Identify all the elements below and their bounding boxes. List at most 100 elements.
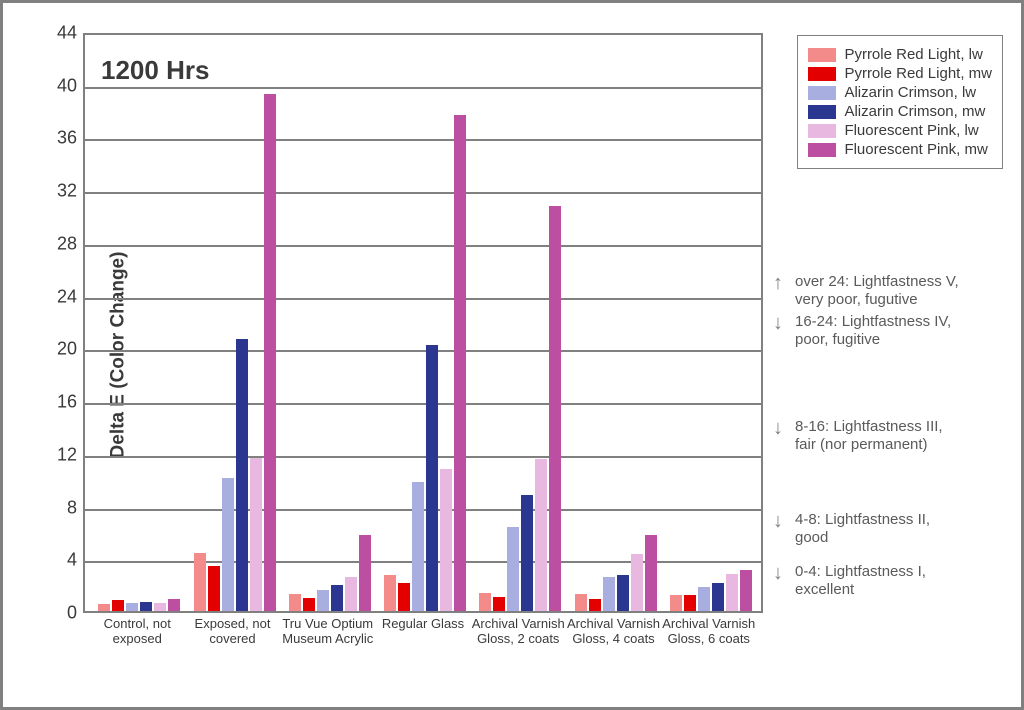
legend-item: Fluorescent Pink, lw <box>808 122 992 139</box>
arrow-down-icon: ↓ <box>773 563 791 583</box>
legend-swatch <box>808 124 836 138</box>
bar <box>384 575 396 611</box>
bar <box>535 459 547 611</box>
legend-label: Pyrrole Red Light, mw <box>844 65 992 82</box>
bar <box>359 535 371 611</box>
bar <box>617 575 629 611</box>
x-axis-label: Tru Vue OptiumMuseum Acrylic <box>279 617 377 647</box>
bar <box>222 478 234 611</box>
y-tick-label: 44 <box>37 23 77 44</box>
bar <box>575 594 587 611</box>
annotation-text: over 24: Lightfastness V,very poor, fugu… <box>795 273 959 309</box>
bar <box>412 482 424 611</box>
legend-item: Pyrrole Red Light, lw <box>808 46 992 63</box>
legend-label: Pyrrole Red Light, lw <box>844 46 982 63</box>
annotation: ↑over 24: Lightfastness V,very poor, fug… <box>773 273 959 309</box>
bar <box>345 577 357 611</box>
bar <box>493 597 505 612</box>
legend-item: Fluorescent Pink, mw <box>808 141 992 158</box>
y-tick-label: 28 <box>37 233 77 254</box>
legend-swatch <box>808 48 836 62</box>
bar <box>331 585 343 611</box>
legend-label: Fluorescent Pink, mw <box>844 141 987 158</box>
legend-swatch <box>808 105 836 119</box>
bar <box>479 593 491 611</box>
annotation-text: 0-4: Lightfastness I,excellent <box>795 563 926 599</box>
bar <box>684 595 696 611</box>
x-axis-label: Exposed, notcovered <box>184 617 282 647</box>
x-axis-label: Archival VarnishGloss, 2 coats <box>469 617 567 647</box>
annotation-text: 8-16: Lightfastness III,fair (nor perman… <box>795 418 943 454</box>
bar <box>645 535 657 611</box>
legend-item: Alizarin Crimson, mw <box>808 103 992 120</box>
bar <box>236 339 248 611</box>
bar <box>631 554 643 611</box>
legend-item: Alizarin Crimson, lw <box>808 84 992 101</box>
y-tick-label: 0 <box>37 603 77 624</box>
bar <box>289 594 301 611</box>
plot-area <box>83 33 763 613</box>
bar <box>440 469 452 611</box>
y-tick-label: 8 <box>37 497 77 518</box>
bar <box>603 577 615 611</box>
annotation: ↓4-8: Lightfastness II,good <box>773 511 930 547</box>
bar <box>549 206 561 611</box>
bar <box>168 599 180 611</box>
annotation: ↓8-16: Lightfastness III,fair (nor perma… <box>773 418 943 454</box>
legend-item: Pyrrole Red Light, mw <box>808 65 992 82</box>
y-tick-label: 32 <box>37 181 77 202</box>
annotation: ↓16-24: Lightfastness IV,poor, fugitive <box>773 313 951 349</box>
bar <box>317 590 329 611</box>
bar <box>740 570 752 611</box>
bar <box>398 583 410 611</box>
legend-swatch <box>808 143 836 157</box>
bars-layer <box>85 35 761 611</box>
bar <box>521 495 533 611</box>
legend-label: Alizarin Crimson, mw <box>844 103 985 120</box>
bar <box>140 602 152 611</box>
x-axis-label: Archival VarnishGloss, 4 coats <box>565 617 663 647</box>
bar <box>426 345 438 611</box>
legend-swatch <box>808 67 836 81</box>
legend: Pyrrole Red Light, lw Pyrrole Red Light, … <box>797 35 1003 169</box>
annotation-text: 16-24: Lightfastness IV,poor, fugitive <box>795 313 951 349</box>
y-tick-label: 12 <box>37 444 77 465</box>
legend-label: Alizarin Crimson, lw <box>844 84 976 101</box>
y-tick-label: 24 <box>37 286 77 307</box>
bar <box>194 553 206 611</box>
y-tick-label: 4 <box>37 550 77 571</box>
bar <box>208 566 220 611</box>
bar <box>98 604 110 611</box>
bar <box>250 458 262 611</box>
bar <box>507 527 519 611</box>
y-tick-label: 40 <box>37 75 77 96</box>
annotation-text: 4-8: Lightfastness II,good <box>795 511 930 547</box>
bar <box>264 94 276 611</box>
arrow-down-icon: ↓ <box>773 418 791 438</box>
arrow-down-icon: ↓ <box>773 313 791 333</box>
x-axis-label: Regular Glass <box>374 617 472 632</box>
bar <box>454 115 466 611</box>
bar <box>698 587 710 611</box>
bar <box>126 603 138 611</box>
y-tick-label: 20 <box>37 339 77 360</box>
x-axis-labels: Control, notexposedExposed, notcoveredTr… <box>83 617 763 677</box>
bar <box>303 598 315 611</box>
y-tick-label: 16 <box>37 392 77 413</box>
y-tick-label: 36 <box>37 128 77 149</box>
bar <box>726 574 738 611</box>
chart-title: 1200 Hrs <box>101 55 209 86</box>
legend-label: Fluorescent Pink, lw <box>844 122 978 139</box>
bar <box>589 599 601 611</box>
arrow-up-icon: ↑ <box>773 273 791 293</box>
arrow-down-icon: ↓ <box>773 511 791 531</box>
bar <box>154 603 166 611</box>
legend-swatch <box>808 86 836 100</box>
bar <box>712 583 724 611</box>
x-axis-label: Control, notexposed <box>88 617 186 647</box>
bar <box>670 595 682 611</box>
bar <box>112 600 124 611</box>
annotation: ↓0-4: Lightfastness I,excellent <box>773 563 926 599</box>
chart-frame: 1200 Hrs Delta E (Color Change) 04812162… <box>0 0 1024 710</box>
x-axis-label: Archival VarnishGloss, 6 coats <box>660 617 758 647</box>
